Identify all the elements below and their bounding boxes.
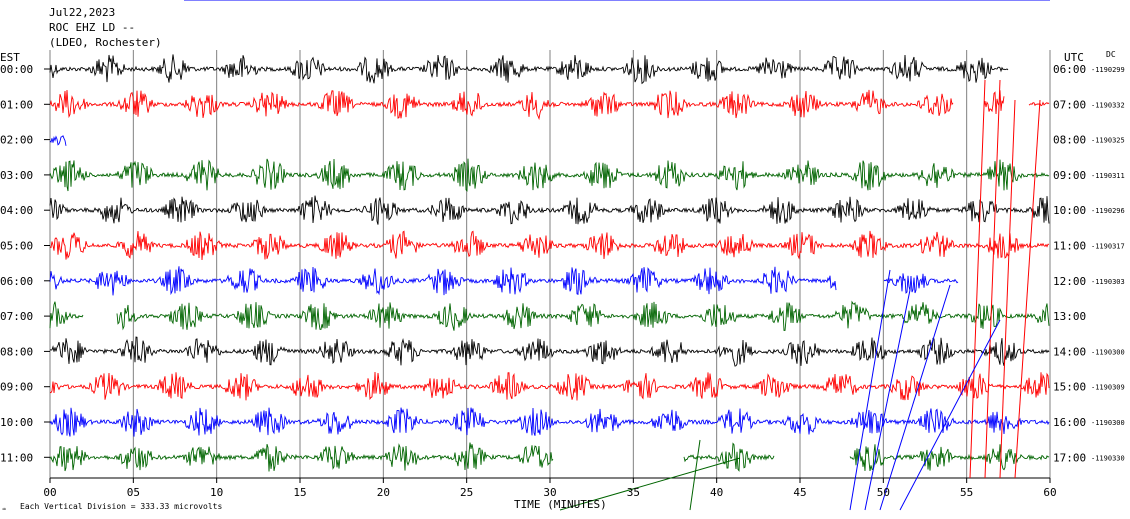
artifact-line [1014, 99, 1041, 479]
header-network: (LDEO, Rochester) [49, 36, 162, 49]
x-tick-label: 30 [543, 486, 556, 499]
utc-label: 07:00 [1053, 98, 1086, 111]
est-label: 04:00 [0, 204, 33, 217]
dc-offset-label: -1190317 [1091, 243, 1125, 251]
utc-label: 09:00 [1053, 169, 1086, 182]
artifact-line [849, 269, 891, 511]
dc-offset-label: -1190325 [1091, 137, 1125, 145]
trace-0500 [49, 230, 1050, 261]
x-tick-label: 35 [627, 486, 640, 499]
dc-offset-label: -1190303 [1091, 278, 1125, 286]
dc-offset-label: -1190296 [1091, 207, 1125, 215]
trace-1000 [49, 407, 1050, 437]
x-tick-label: 40 [710, 486, 723, 499]
utc-label: 15:00 [1053, 381, 1086, 394]
trace-0400 [49, 195, 1050, 225]
trace-0300 [49, 158, 1050, 192]
trace-1100 [49, 442, 1050, 472]
x-tick-label: 15 [293, 486, 306, 499]
trace-0000 [49, 54, 1009, 85]
artifact-line [899, 319, 1001, 511]
x-tick-label: 00 [43, 486, 56, 499]
x-tick-label: 55 [960, 486, 973, 499]
x-tick-label: 20 [377, 486, 390, 499]
x-tick-labels: 00 05 10 15 20 25 30 35 40 45 50 55 60 [43, 478, 1057, 499]
artifact-line [559, 457, 741, 511]
utc-label: 13:00 [1053, 310, 1086, 323]
dc-offset-label: -1190332 [1091, 101, 1125, 109]
utc-label: 12:00 [1053, 275, 1086, 288]
x-tick-label: 60 [1043, 486, 1056, 499]
artifact-line [984, 79, 1001, 479]
header-date: Jul22,2023 [49, 6, 115, 19]
trace-0800 [49, 336, 1050, 367]
utc-label: 06:00 [1053, 63, 1086, 76]
dc-offset-label: -1190299 [1091, 66, 1125, 74]
header-station: ROC EHZ LD -- [49, 21, 135, 34]
est-label: 02:00 [0, 134, 33, 147]
dc-offset-label: -1190330 [1091, 454, 1125, 462]
est-label: 07:00 [0, 310, 33, 323]
dc-offset-label: -1190300 [1091, 348, 1125, 356]
artifact-line [969, 79, 986, 479]
artifact-line [999, 99, 1016, 479]
artifact-line [689, 439, 701, 511]
left-axis-title: EST [0, 51, 20, 64]
est-label: 11:00 [0, 451, 33, 464]
utc-label: 10:00 [1053, 204, 1086, 217]
est-labels: 00:00 01:00 02:00 03:00 04:00 05:00 06:00 07:00… [0, 63, 50, 464]
trace-0900 [49, 371, 1050, 401]
dc-offset-label: -1190311 [1091, 172, 1125, 180]
x-axis-title: TIME (MINUTES) [514, 498, 607, 511]
utc-label: 08:00 [1053, 134, 1086, 147]
x-tick-label: 05 [127, 486, 140, 499]
trace-0600 [49, 266, 959, 296]
footer-scale-note: Each Vertical Division = 333.33 microvol… [20, 502, 222, 511]
est-label: 10:00 [0, 416, 33, 429]
utc-label: 11:00 [1053, 240, 1086, 253]
artifact-line [879, 284, 951, 511]
trace-0200 [49, 135, 67, 146]
trace-0100 [49, 89, 1050, 121]
trace-0700 [49, 300, 1050, 331]
right-axis-title: UTC [1064, 51, 1084, 64]
est-label: 03:00 [0, 169, 33, 182]
dc-offset-label: -1190309 [1091, 384, 1125, 392]
est-label: 09:00 [0, 381, 33, 394]
dc-label: DC [1106, 50, 1116, 59]
est-label: 00:00 [0, 63, 33, 76]
utc-label: 14:00 [1053, 345, 1086, 358]
utc-label: 17:00 [1053, 451, 1086, 464]
est-label: 01:00 [0, 98, 33, 111]
x-tick-label: 45 [793, 486, 806, 499]
est-label: 05:00 [0, 240, 33, 253]
x-tick-label: 10 [210, 486, 223, 499]
utc-labels: 06:00 -1190299 07:00 -1190332 08:00 -1190325 0… [1053, 63, 1125, 464]
footer-logo: ♒ [2, 505, 6, 513]
utc-label: 16:00 [1053, 416, 1086, 429]
trace-group [49, 54, 1050, 511]
x-tick-label: 50 [877, 486, 890, 499]
dc-offset-label: -1190300 [1091, 419, 1125, 427]
x-tick-label: 25 [460, 486, 473, 499]
est-label: 06:00 [0, 275, 33, 288]
artifact-line [864, 289, 911, 511]
est-label: 08:00 [0, 345, 33, 358]
